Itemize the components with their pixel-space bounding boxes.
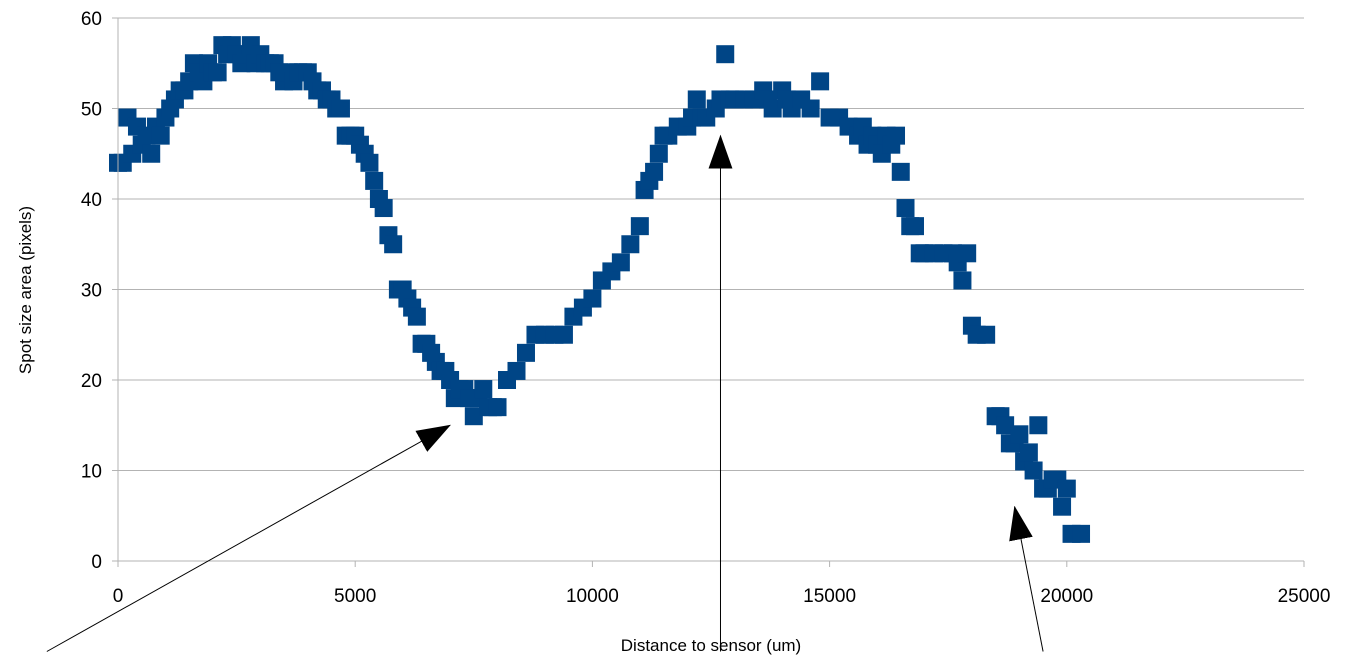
data-point bbox=[811, 72, 830, 91]
data-point bbox=[645, 162, 664, 181]
x-tick-label: 20000 bbox=[1040, 586, 1093, 607]
data-point bbox=[464, 407, 483, 426]
data-point bbox=[365, 171, 384, 190]
data-point bbox=[374, 199, 393, 218]
data-point bbox=[891, 162, 910, 181]
x-tick-label: 5000 bbox=[334, 586, 376, 607]
data-point bbox=[360, 153, 379, 172]
y-tick-label: 50 bbox=[81, 100, 102, 121]
axes bbox=[112, 17, 1305, 567]
annotation-arrow bbox=[46, 424, 451, 652]
x-tick-label: 0 bbox=[113, 586, 124, 607]
data-point bbox=[507, 361, 526, 380]
data-point bbox=[996, 416, 1015, 435]
data-point bbox=[488, 398, 507, 417]
data-point bbox=[331, 99, 350, 118]
data-point bbox=[1029, 416, 1048, 435]
data-point bbox=[384, 235, 403, 254]
x-tick-label: 10000 bbox=[566, 586, 619, 607]
data-point bbox=[1019, 443, 1038, 462]
data-point bbox=[611, 253, 630, 272]
y-tick-label: 20 bbox=[81, 371, 102, 392]
data-point bbox=[151, 126, 170, 145]
data-point bbox=[516, 343, 535, 362]
data-points bbox=[109, 36, 1091, 543]
data-point bbox=[583, 289, 602, 308]
data-point bbox=[208, 63, 227, 82]
data-point bbox=[887, 126, 906, 145]
data-point bbox=[687, 90, 706, 109]
annotation-arrow bbox=[1009, 505, 1044, 652]
data-point bbox=[1053, 497, 1072, 516]
data-point bbox=[142, 144, 161, 163]
data-point bbox=[977, 325, 996, 344]
data-point bbox=[1010, 425, 1029, 444]
y-tick-label: 30 bbox=[81, 281, 102, 302]
x-tick-label: 25000 bbox=[1278, 586, 1331, 607]
data-point bbox=[763, 99, 782, 118]
data-point bbox=[801, 99, 820, 118]
y-tick-label: 40 bbox=[81, 190, 102, 211]
data-point bbox=[407, 307, 426, 326]
x-axis-title: Distance to sensor (um) bbox=[621, 636, 801, 655]
data-point bbox=[474, 380, 493, 399]
data-point bbox=[896, 199, 915, 218]
data-point bbox=[905, 217, 924, 236]
y-tick-label: 0 bbox=[91, 552, 102, 573]
data-point bbox=[958, 244, 977, 263]
data-point bbox=[1057, 479, 1076, 498]
y-tick-label: 10 bbox=[81, 462, 102, 483]
tick-labels: 0 10 20 30 40 50 60 0 5000 10000 15000 20000 25000 bbox=[81, 9, 1331, 607]
data-point bbox=[621, 235, 640, 254]
data-point bbox=[1072, 524, 1091, 543]
y-axis-title: Spot size area (pixels) bbox=[16, 206, 35, 374]
y-tick-label: 60 bbox=[81, 9, 102, 30]
data-point bbox=[649, 144, 668, 163]
data-point bbox=[716, 45, 735, 64]
data-point bbox=[554, 325, 573, 344]
data-point bbox=[1024, 461, 1043, 480]
x-tick-label: 15000 bbox=[803, 586, 856, 607]
annotation-arrows bbox=[46, 134, 1044, 652]
data-point bbox=[953, 271, 972, 290]
data-point bbox=[630, 217, 649, 236]
